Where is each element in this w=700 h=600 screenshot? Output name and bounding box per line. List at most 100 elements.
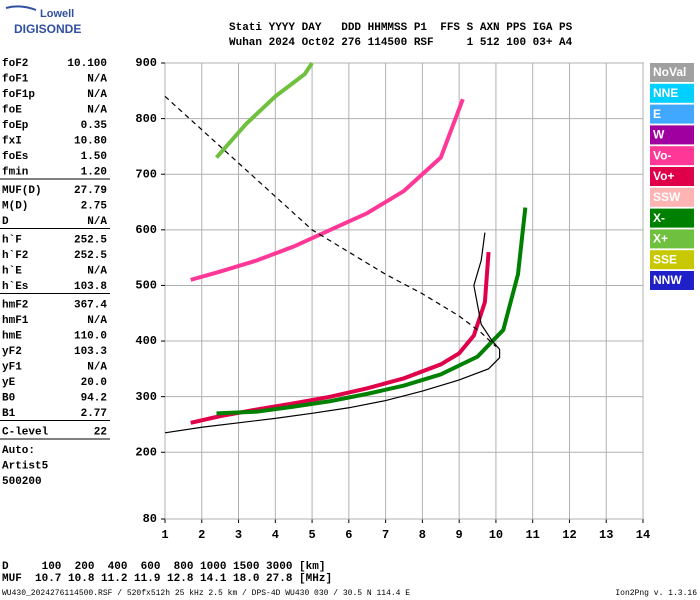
legend-swatch	[650, 63, 694, 82]
x-tick-label: 9	[456, 528, 463, 542]
param-name: h`Es	[2, 281, 28, 293]
legend-label: E	[653, 107, 661, 121]
x-tick-label: 14	[636, 528, 650, 542]
logo-swoosh	[5, 5, 37, 11]
y-tick-label: 900	[135, 56, 157, 70]
y-tick-label: 600	[135, 223, 157, 237]
x-tick-label: 10	[489, 528, 503, 542]
param-value: N/A	[87, 216, 107, 228]
legend-swatch	[650, 146, 694, 166]
param-name: foEs	[2, 151, 28, 163]
param-value: 27.79	[74, 185, 107, 197]
x-tick-label: 2	[198, 528, 205, 542]
param-name: foF1p	[2, 89, 35, 101]
param-name: 500200	[2, 476, 42, 488]
param-name: hmF2	[2, 299, 28, 311]
param-name: Auto:	[2, 445, 35, 457]
x-tick-label: 12	[562, 528, 576, 542]
profile-line	[164, 232, 501, 434]
param-name: h`E	[2, 265, 22, 277]
param-value: N/A	[87, 104, 107, 116]
muf-line: MUF 10.7 10.8 11.2 11.9 12.8 14.1 18.0 2…	[2, 573, 332, 585]
param-value: 367.4	[74, 299, 107, 311]
param-value: N/A	[87, 361, 107, 373]
trace	[214, 61, 314, 159]
legend-swatch	[650, 271, 694, 290]
y-tick-label: 700	[135, 167, 157, 181]
param-name: Artist5	[2, 460, 49, 472]
param-value: 1.50	[81, 151, 107, 163]
param-value: 2.75	[81, 200, 108, 212]
param-value: 10.100	[67, 58, 107, 70]
x-tick-label: 8	[419, 528, 426, 542]
legend-swatch	[650, 104, 694, 124]
param-value: N/A	[87, 265, 107, 277]
param-name: B1	[2, 408, 16, 420]
x-tick-label: 1	[161, 528, 168, 542]
param-value: 20.0	[81, 377, 107, 389]
param-value: 94.2	[81, 392, 107, 404]
legend-label: Vo-	[653, 148, 671, 162]
footer: WU430_2024276114500.RSF / 520fx512h 25 k…	[2, 589, 410, 598]
param-name: h`F	[2, 234, 22, 246]
y-tick-label: 300	[135, 390, 157, 404]
param-name: D	[2, 216, 9, 228]
param-name: fxI	[2, 135, 22, 147]
legend-swatch	[650, 125, 694, 145]
legend-swatch	[650, 250, 694, 270]
y-tick-label: 800	[135, 112, 157, 126]
param-name: yF1	[2, 361, 22, 373]
param-value: 10.80	[74, 135, 107, 147]
x-tick-label: 5	[308, 528, 315, 542]
header-line: Stati YYYY DAY DDD HHMMSS P1 FFS S AXN P…	[229, 22, 573, 34]
y-tick-label: 200	[135, 445, 157, 459]
y-tick-label: 80	[143, 512, 157, 526]
param-name: hmF1	[2, 315, 29, 327]
param-name: foF2	[2, 58, 28, 70]
param-name: fmin	[2, 166, 28, 178]
legend-label: X-	[653, 211, 665, 225]
trace	[216, 207, 528, 416]
legend-label: X+	[653, 232, 668, 246]
param-name: yF2	[2, 346, 22, 358]
x-tick-label: 7	[382, 528, 389, 542]
param-name: M(D)	[2, 200, 28, 212]
profile-line	[164, 95, 497, 348]
legend-label: Vo+	[653, 169, 674, 183]
param-value: 103.3	[74, 346, 107, 358]
legend-swatch	[650, 167, 694, 186]
param-value: 0.35	[81, 120, 108, 132]
param-name: foF1	[2, 73, 29, 85]
param-value: N/A	[87, 73, 107, 85]
logo-bottom: DIGISONDE	[14, 22, 81, 36]
footer: Ion2Png v. 1.3.16	[615, 589, 697, 598]
param-name: hmE	[2, 330, 22, 342]
param-value: 1.20	[81, 166, 107, 178]
x-tick-label: 13	[599, 528, 613, 542]
param-name: foEp	[2, 120, 29, 132]
x-tick-label: 3	[235, 528, 242, 542]
param-value: 2.77	[81, 408, 107, 420]
legend-label: W	[653, 128, 665, 142]
legend-label: NoVal	[653, 65, 686, 79]
param-name: yE	[2, 377, 16, 389]
param-name: foE	[2, 104, 22, 116]
y-tick-label: 500	[135, 279, 157, 293]
param-value: N/A	[87, 315, 107, 327]
param-value: 103.8	[74, 281, 107, 293]
param-name: C-level	[2, 426, 49, 438]
legend-swatch	[650, 229, 694, 249]
legend-label: SSE	[653, 252, 677, 266]
param-value: 22	[94, 426, 107, 438]
legend-swatch	[650, 187, 694, 207]
legend-swatch	[650, 83, 694, 103]
plot-frame	[164, 62, 644, 520]
legend-label: SSW	[653, 190, 681, 204]
logo-top: Lowell	[40, 8, 74, 20]
y-tick-label: 400	[135, 334, 157, 348]
param-value: 252.5	[74, 234, 107, 246]
trace	[190, 251, 491, 425]
legend-label: NNE	[653, 86, 678, 100]
header-line: Wuhan 2024 Oct02 276 114500 RSF 1 512 10…	[229, 37, 573, 49]
